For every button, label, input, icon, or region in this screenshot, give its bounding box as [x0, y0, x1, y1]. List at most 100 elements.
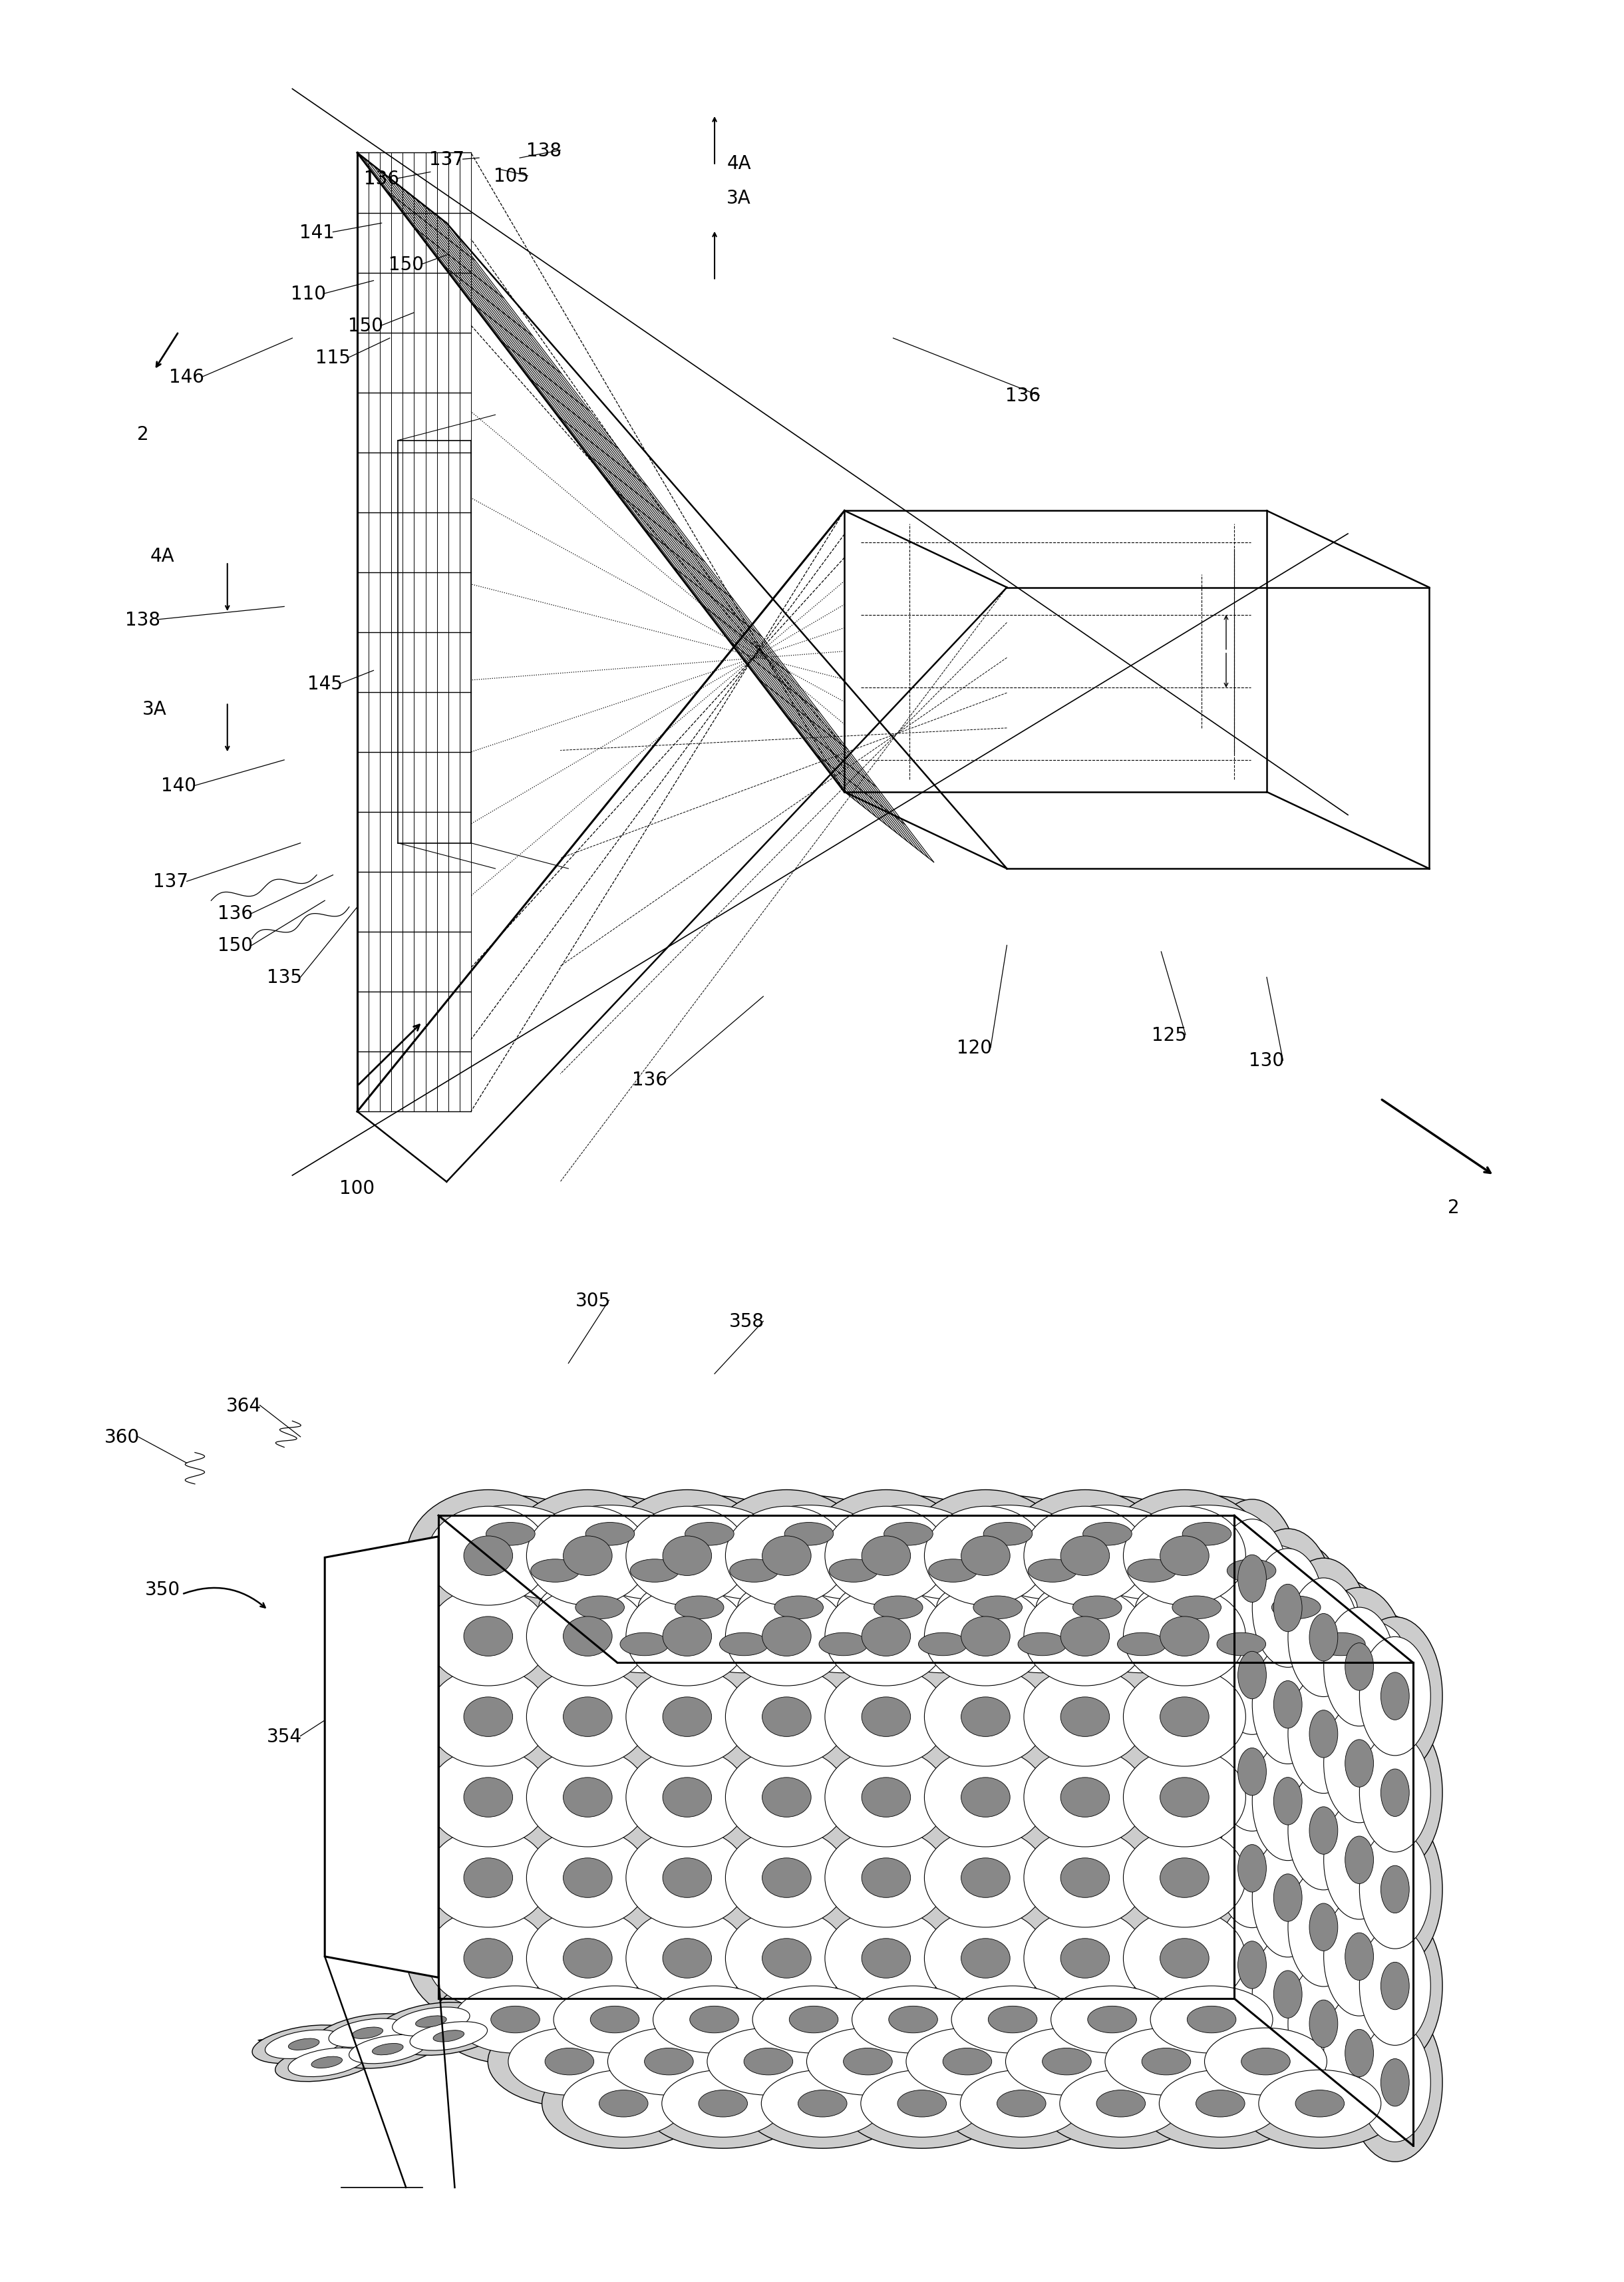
Ellipse shape: [705, 1650, 869, 1782]
Ellipse shape: [919, 1634, 968, 1657]
Ellipse shape: [1184, 2017, 1348, 2106]
Text: 137: 137: [429, 151, 464, 169]
Ellipse shape: [804, 1570, 968, 1702]
Ellipse shape: [606, 1490, 768, 1623]
Ellipse shape: [947, 1506, 1069, 1563]
Ellipse shape: [625, 1668, 749, 1766]
Ellipse shape: [641, 2058, 804, 2147]
Ellipse shape: [771, 1534, 935, 1609]
Ellipse shape: [1216, 1905, 1288, 2024]
Ellipse shape: [1309, 1903, 1338, 1951]
Text: 150: 150: [218, 936, 253, 954]
Ellipse shape: [507, 1892, 669, 2024]
Ellipse shape: [663, 1616, 711, 1657]
Ellipse shape: [1309, 1613, 1338, 1661]
Ellipse shape: [905, 1650, 1067, 1782]
Ellipse shape: [747, 1506, 870, 1563]
Ellipse shape: [630, 1559, 679, 1581]
Ellipse shape: [1380, 1673, 1410, 1721]
Ellipse shape: [590, 2006, 640, 2033]
Ellipse shape: [862, 1858, 911, 1899]
Ellipse shape: [726, 1748, 848, 1846]
Ellipse shape: [1103, 1812, 1267, 1944]
Ellipse shape: [825, 1586, 947, 1686]
Ellipse shape: [606, 1650, 768, 1782]
Ellipse shape: [1080, 1616, 1203, 1673]
Ellipse shape: [952, 1985, 1073, 2054]
Ellipse shape: [929, 1559, 978, 1581]
Ellipse shape: [312, 2056, 343, 2067]
Ellipse shape: [693, 1543, 815, 1600]
Ellipse shape: [252, 2024, 356, 2063]
Ellipse shape: [1205, 1499, 1299, 1659]
Text: 150: 150: [348, 317, 383, 335]
Ellipse shape: [905, 1892, 1067, 2024]
Ellipse shape: [1252, 1549, 1324, 1668]
Ellipse shape: [1117, 1634, 1166, 1657]
Text: 364: 364: [1127, 1554, 1163, 1572]
Ellipse shape: [1060, 1698, 1109, 1737]
Ellipse shape: [663, 1937, 711, 1978]
Ellipse shape: [494, 1543, 617, 1600]
Ellipse shape: [853, 1985, 974, 2054]
Ellipse shape: [606, 1570, 768, 1702]
Text: 364: 364: [226, 1397, 261, 1415]
Ellipse shape: [633, 1974, 796, 2065]
Ellipse shape: [752, 1985, 875, 2054]
Ellipse shape: [528, 1495, 692, 1572]
Text: 352: 352: [1021, 2083, 1057, 2102]
Ellipse shape: [663, 1536, 711, 1577]
Ellipse shape: [1276, 1944, 1371, 2104]
Ellipse shape: [427, 1748, 549, 1846]
Polygon shape: [260, 2008, 487, 2079]
Ellipse shape: [924, 1668, 1047, 1766]
Ellipse shape: [606, 1812, 768, 1944]
Text: 2: 2: [136, 424, 149, 443]
Ellipse shape: [862, 1698, 911, 1737]
Ellipse shape: [762, 1607, 926, 1682]
Ellipse shape: [687, 2017, 849, 2106]
Ellipse shape: [429, 1495, 593, 1572]
Ellipse shape: [762, 1778, 810, 1816]
Ellipse shape: [1276, 1750, 1371, 1910]
Ellipse shape: [1160, 1536, 1208, 1577]
Ellipse shape: [1324, 1800, 1395, 1919]
Ellipse shape: [961, 1607, 1124, 1682]
Text: 2: 2: [1447, 1198, 1460, 1216]
Ellipse shape: [526, 1506, 650, 1607]
Ellipse shape: [406, 1570, 570, 1702]
Ellipse shape: [427, 1586, 549, 1686]
Ellipse shape: [1252, 1741, 1324, 1860]
Ellipse shape: [1309, 1807, 1338, 1855]
Ellipse shape: [1309, 1709, 1338, 1757]
Ellipse shape: [1348, 1908, 1442, 2065]
Ellipse shape: [1160, 1698, 1208, 1737]
Polygon shape: [438, 1515, 1413, 1664]
Ellipse shape: [1205, 1789, 1299, 1947]
Ellipse shape: [905, 1732, 1067, 1864]
Ellipse shape: [464, 1778, 513, 1816]
Ellipse shape: [1345, 1739, 1374, 1787]
Ellipse shape: [274, 2042, 378, 2081]
Ellipse shape: [888, 2006, 937, 2033]
Ellipse shape: [1160, 1616, 1208, 1657]
Ellipse shape: [1359, 1734, 1431, 1853]
Ellipse shape: [762, 1937, 810, 1978]
Text: 140: 140: [161, 776, 197, 794]
Ellipse shape: [937, 1579, 1059, 1636]
Ellipse shape: [564, 1607, 726, 1682]
Ellipse shape: [682, 1616, 806, 1673]
Ellipse shape: [1312, 1780, 1406, 1940]
Ellipse shape: [393, 2008, 469, 2036]
Ellipse shape: [991, 1543, 1114, 1600]
Ellipse shape: [940, 2058, 1103, 2147]
Text: 4A: 4A: [149, 548, 175, 566]
Text: 4A: 4A: [726, 155, 752, 173]
Ellipse shape: [1023, 1748, 1147, 1846]
Ellipse shape: [1096, 2090, 1145, 2118]
Ellipse shape: [1160, 1858, 1208, 1899]
Ellipse shape: [450, 1506, 572, 1563]
Ellipse shape: [986, 2017, 1148, 2106]
Ellipse shape: [1259, 2070, 1380, 2138]
Ellipse shape: [1103, 1570, 1267, 1702]
